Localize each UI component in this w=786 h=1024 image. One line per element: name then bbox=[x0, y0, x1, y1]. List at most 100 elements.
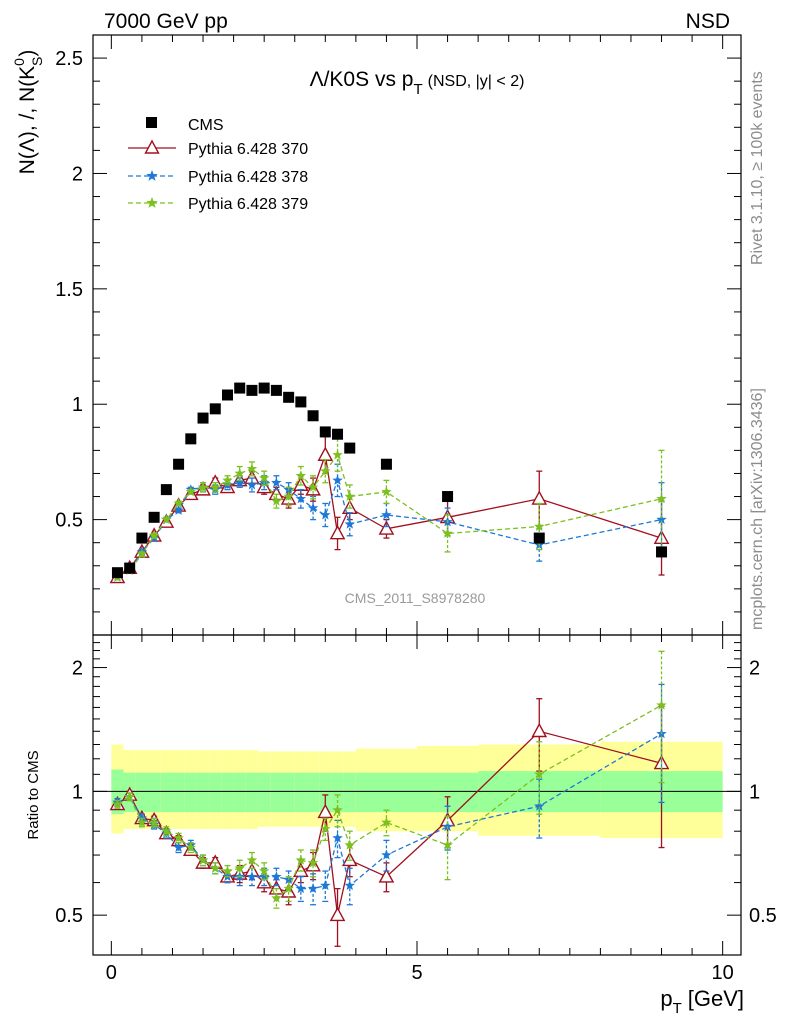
legend-label-378: Pythia 6.428 378 bbox=[188, 169, 308, 186]
main-title-tail: (NSD, |y| < 2) bbox=[428, 73, 525, 90]
main-point-cms bbox=[380, 458, 392, 470]
band-inner-bin bbox=[135, 772, 149, 813]
main-point-379 bbox=[173, 497, 184, 508]
main-point-379 bbox=[246, 463, 258, 474]
x-tick-label: 5 bbox=[411, 962, 422, 984]
legend-marker-379 bbox=[146, 197, 158, 208]
band-inner-bin bbox=[233, 772, 246, 813]
main-point-379 bbox=[283, 491, 294, 501]
ratio-point-379 bbox=[246, 854, 258, 865]
ratio-point-379 bbox=[307, 857, 319, 868]
main-point-378 bbox=[656, 514, 667, 525]
ratio-point-370 bbox=[256, 874, 272, 889]
main-point-379 bbox=[222, 474, 233, 485]
ratio-point-370 bbox=[329, 906, 346, 922]
legend-star-icon-379 bbox=[146, 197, 158, 208]
main-point-cms bbox=[656, 546, 668, 558]
main-point-379 bbox=[656, 493, 667, 504]
ratio-point-379 bbox=[381, 816, 392, 827]
ratio-point-379 bbox=[295, 854, 307, 865]
main-point-378 bbox=[307, 502, 319, 513]
mcplots-label-text: mcplots.cern.ch [arXiv:1306.3436] bbox=[749, 388, 766, 630]
band-inner-bin bbox=[270, 772, 283, 813]
ratio-y-tick-label-left: 1 bbox=[72, 781, 83, 803]
main-point-cms bbox=[173, 458, 185, 470]
rivet-label-text: Rivet 3.1.10, ≥ 100k events bbox=[749, 71, 766, 265]
main-y-tick-label: 0.5 bbox=[55, 510, 83, 532]
ratio-point-379 bbox=[210, 862, 221, 873]
main-y-tick-label: 1 bbox=[72, 394, 83, 416]
band-inner-bin bbox=[196, 772, 210, 813]
band-inner-bin bbox=[184, 772, 197, 813]
main-point-379 bbox=[442, 527, 453, 538]
ratio-y-tick-label-left: 0.5 bbox=[55, 905, 83, 927]
ratio-point-379 bbox=[112, 798, 123, 809]
main-y-tick-label: 2 bbox=[72, 163, 83, 185]
main-point-378 bbox=[381, 509, 392, 520]
main-point-cms bbox=[124, 562, 136, 574]
main-point-379 bbox=[344, 491, 355, 501]
main-point-cms bbox=[533, 532, 545, 544]
main-point-379 bbox=[271, 495, 282, 506]
legend-star-icon-378 bbox=[146, 170, 158, 181]
main-point-379 bbox=[161, 514, 172, 525]
ratio-point-379 bbox=[234, 862, 245, 873]
ratio-point-379 bbox=[197, 854, 209, 865]
main-line-370 bbox=[117, 454, 662, 578]
ratio-series-group bbox=[109, 650, 670, 947]
main-point-cms bbox=[160, 484, 172, 496]
header-left: 7000 GeV pp bbox=[104, 10, 228, 33]
x-tick-label: 10 bbox=[712, 962, 734, 984]
ratio-point-378 bbox=[271, 871, 282, 882]
main-point-378 bbox=[295, 493, 307, 504]
main-point-370 bbox=[531, 490, 548, 505]
ratio-point-378 bbox=[344, 880, 355, 891]
band-inner-bin bbox=[221, 772, 234, 813]
main-point-379 bbox=[136, 548, 148, 559]
main-point-379 bbox=[185, 486, 197, 497]
main-y-tick-label: 1.5 bbox=[55, 279, 83, 301]
main-y-label-sub: S bbox=[29, 57, 45, 66]
ratio-point-378 bbox=[320, 880, 331, 891]
ratio-point-379 bbox=[271, 892, 282, 903]
ratio-y-label: Ratio to CMS bbox=[25, 750, 42, 839]
main-point-379 bbox=[295, 470, 307, 481]
ratio-point-378 bbox=[258, 871, 270, 882]
band-inner-bin bbox=[172, 772, 185, 813]
ratio-point-379 bbox=[534, 768, 545, 779]
main-point-cms bbox=[344, 442, 356, 454]
main-point-cms bbox=[234, 382, 246, 394]
main-series-378 bbox=[112, 463, 667, 582]
main-point-379 bbox=[534, 521, 545, 531]
main-point-378 bbox=[332, 474, 343, 485]
ratio-point-379 bbox=[185, 842, 197, 853]
main-point-cms bbox=[209, 403, 221, 415]
main-point-379 bbox=[332, 449, 343, 460]
ratio-point-370 bbox=[317, 803, 334, 819]
ratio-point-378 bbox=[173, 842, 184, 853]
main-point-cms bbox=[295, 396, 307, 408]
ratio-point-379 bbox=[320, 823, 331, 834]
svg-text:N(Λ), /, N(K0S): N(Λ), /, N(K0 S) bbox=[11, 50, 45, 175]
main-point-378 bbox=[271, 477, 282, 488]
ratio-y-tick-label-left: 2 bbox=[72, 658, 83, 680]
main-point-378 bbox=[344, 518, 355, 529]
main-point-cms bbox=[111, 567, 123, 579]
ratio-point-379 bbox=[136, 816, 148, 827]
main-y-label-end: ) bbox=[16, 50, 39, 57]
main-point-cms bbox=[221, 389, 233, 401]
main-point-cms bbox=[442, 491, 454, 503]
ratio-point-379 bbox=[656, 699, 667, 710]
main-title-sub: T bbox=[413, 81, 422, 98]
legend-label-370: Pythia 6.428 370 bbox=[188, 141, 308, 158]
legend-label-cms: CMS bbox=[188, 117, 224, 134]
rivet-label: Rivet 3.1.10, ≥ 100k events bbox=[749, 71, 766, 265]
main-point-cms bbox=[185, 433, 197, 445]
legend-marker-cms bbox=[146, 117, 157, 128]
main-series-370 bbox=[109, 435, 670, 584]
ratio-point-370 bbox=[531, 722, 548, 738]
ratio-y-tick-label-right: 1 bbox=[749, 781, 760, 803]
band-inner-bin bbox=[282, 772, 295, 813]
main-point-378 bbox=[234, 477, 245, 488]
